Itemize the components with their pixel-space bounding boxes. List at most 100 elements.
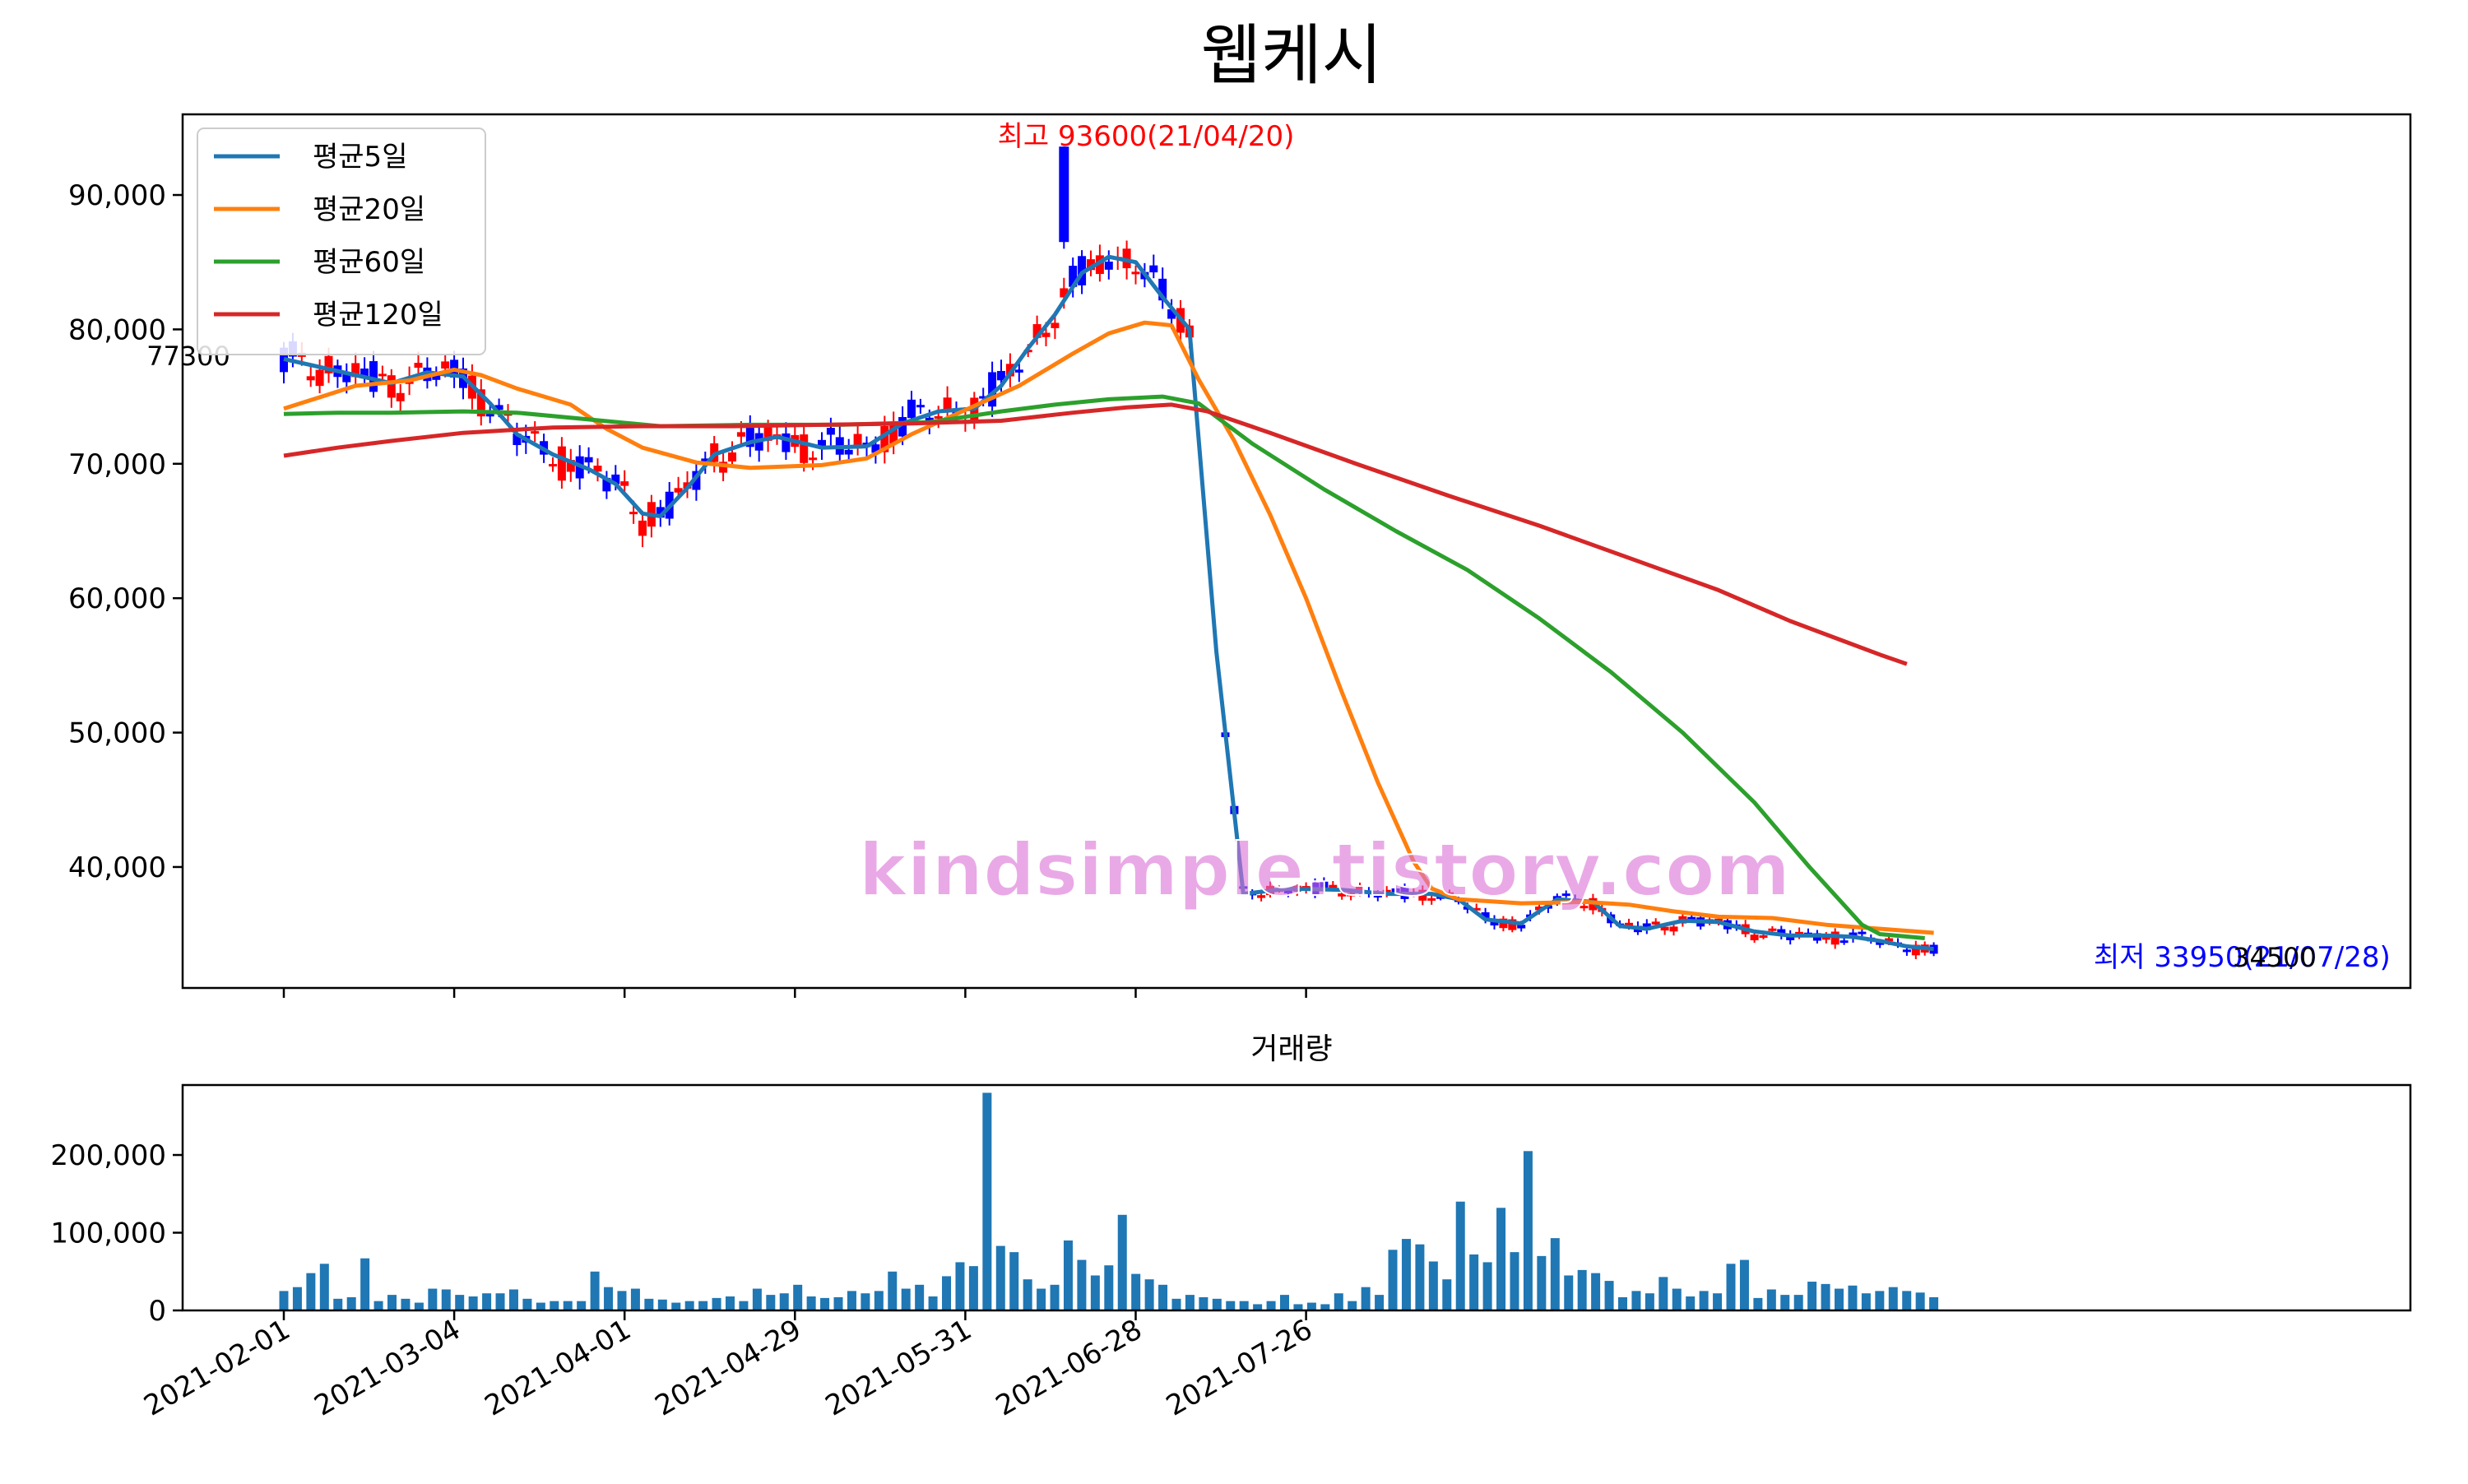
candle-body [782, 433, 791, 452]
candle-body [809, 457, 818, 461]
volume-bar [1523, 1151, 1533, 1310]
volume-bar [1199, 1296, 1208, 1310]
candle-body [1069, 266, 1078, 287]
candle-body [1391, 888, 1400, 893]
candle-body [584, 457, 593, 463]
volume-bar [1050, 1284, 1060, 1310]
volume-bar [1212, 1298, 1222, 1310]
y-tick-label: 40,000 [68, 851, 166, 884]
volume-bar [833, 1296, 843, 1310]
volume-bar [1915, 1292, 1925, 1310]
candle-body [1929, 944, 1938, 954]
candle-body [593, 466, 602, 472]
volume-x-axis: 2021-02-01 2021-03-04 2021-04-01 2021-04-29… [138, 1310, 1318, 1423]
volume-bar [671, 1302, 681, 1310]
candle-body [602, 477, 611, 492]
volume-bar [1090, 1275, 1100, 1310]
y-tick-label: 80,000 [68, 313, 166, 346]
volume-bar [1510, 1252, 1519, 1310]
volume-bar [995, 1245, 1005, 1310]
candle-body [1014, 369, 1023, 373]
volume-bar [752, 1288, 762, 1310]
candle-body [1059, 146, 1069, 243]
candle-body [324, 355, 333, 373]
candle-body [979, 396, 988, 399]
watermark-text: kindsimple.tistory.com [859, 828, 1790, 912]
y-tick-label: 70,000 [68, 448, 166, 481]
y-tick-label: 100,000 [50, 1217, 166, 1250]
volume-bar [1375, 1295, 1385, 1310]
volume-bar [1537, 1255, 1547, 1310]
y-tick-label: 200,000 [50, 1139, 166, 1172]
candle-body [1768, 928, 1777, 931]
candle-body [1858, 931, 1867, 934]
volume-bar [1293, 1304, 1303, 1310]
volume-bar [1807, 1282, 1817, 1310]
moving-average-lines [283, 254, 1934, 952]
volume-bar [1023, 1279, 1032, 1310]
volume-bar [401, 1298, 411, 1310]
candle-body [844, 449, 853, 455]
volume-bar [1713, 1293, 1723, 1310]
candle-body [432, 374, 441, 380]
volume-bar [1348, 1301, 1357, 1310]
x-tick-label: 2021-07-26 [1161, 1313, 1318, 1422]
volume-bar [306, 1273, 316, 1310]
volume-panel: 거래량 0 100,000 200,000 2021-02-01 2021-03-04… [50, 1032, 2412, 1423]
candle-body [476, 389, 485, 417]
volume-bar [1686, 1296, 1696, 1310]
volume-bar [1753, 1297, 1763, 1310]
volume-bar [1929, 1296, 1939, 1310]
legend: 평균5일 평균20일 평균60일 평균120일 [197, 128, 486, 355]
volume-bar [428, 1288, 438, 1310]
volume-bar [1361, 1287, 1371, 1310]
candle-body [728, 452, 736, 461]
volume-bar [1902, 1291, 1912, 1310]
legend-label-ma20: 평균20일 [313, 193, 425, 226]
candle-body [736, 432, 745, 437]
price-y-axis: 40,000 50,000 60,000 70,000 80,000 90,000 [68, 179, 183, 884]
candle-body [1356, 886, 1364, 893]
volume-bar [820, 1297, 830, 1310]
volume-bar [563, 1301, 573, 1310]
candle-body [763, 427, 772, 441]
candle-body [387, 375, 396, 398]
candle-body [1885, 938, 1894, 942]
volume-bar [536, 1302, 545, 1310]
volume-bar [387, 1295, 397, 1310]
volume-bar [1888, 1287, 1898, 1310]
volume-bar [1604, 1281, 1614, 1310]
volume-bar [590, 1271, 600, 1310]
candle-body [1660, 926, 1669, 931]
volume-bar [292, 1287, 302, 1310]
candle-body [1149, 265, 1158, 273]
candle-body [1338, 893, 1347, 897]
y-tick-label: 90,000 [68, 179, 166, 212]
candle-body [1669, 926, 1678, 932]
candle-body [1651, 921, 1660, 925]
volume-bar [657, 1299, 667, 1310]
volume-bar [806, 1296, 816, 1310]
candle-body [638, 520, 647, 536]
candle-body [1911, 944, 1920, 956]
candle-body [1750, 934, 1759, 941]
legend-box [197, 128, 486, 355]
volume-bar [1658, 1277, 1668, 1310]
volume-bar [942, 1276, 952, 1310]
volume-bar [1835, 1288, 1844, 1310]
volume-bar [1266, 1301, 1276, 1310]
candle-body [656, 507, 665, 518]
ma-line-ma60 [283, 394, 1925, 940]
volume-bar [1739, 1259, 1749, 1310]
volume-bar [1766, 1289, 1776, 1310]
candle-body [342, 372, 351, 383]
volume-bar [279, 1291, 289, 1310]
volume-bar [441, 1289, 451, 1310]
volume-bar [1875, 1291, 1885, 1310]
volume-bar [793, 1284, 803, 1310]
volume-bar [1037, 1288, 1046, 1310]
candle-body [549, 464, 557, 467]
volume-bar [684, 1301, 694, 1310]
candle-body [1320, 881, 1329, 889]
